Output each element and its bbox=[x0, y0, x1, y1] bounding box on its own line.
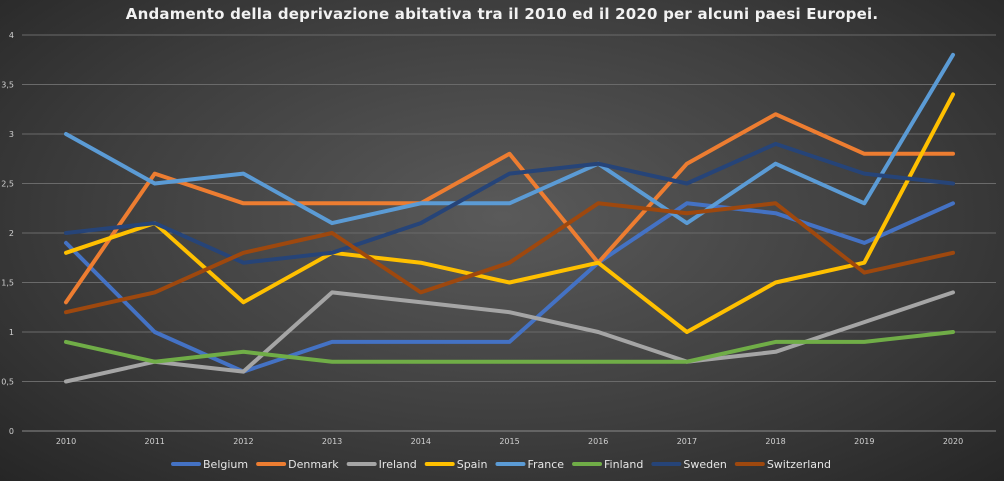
y-tick-label: 1,5 bbox=[1, 279, 14, 288]
legend-label-ireland: Ireland bbox=[379, 458, 417, 471]
series-line-sweden bbox=[64, 141, 955, 265]
y-tick-label: 0 bbox=[9, 427, 14, 436]
series-line-ireland bbox=[64, 290, 955, 384]
series-line-denmark bbox=[64, 112, 955, 305]
x-tick-label: 2016 bbox=[588, 437, 608, 446]
y-tick-label: 4 bbox=[9, 31, 14, 40]
y-tick-label: 3,5 bbox=[1, 81, 14, 90]
legend-label-switzerland: Switzerland bbox=[767, 458, 831, 471]
y-tick-label: 1 bbox=[9, 328, 14, 337]
x-tick-label: 2010 bbox=[56, 437, 76, 446]
x-tick-label: 2018 bbox=[765, 437, 785, 446]
x-tick-label: 2012 bbox=[233, 437, 253, 446]
x-tick-label: 2017 bbox=[677, 437, 697, 446]
series-line-france bbox=[64, 52, 955, 226]
series-line-belgium bbox=[64, 201, 955, 374]
legend-label-finland: Finland bbox=[604, 458, 643, 471]
legend-label-france: France bbox=[527, 458, 564, 471]
y-tick-label: 2,5 bbox=[1, 180, 14, 189]
legend-label-denmark: Denmark bbox=[288, 458, 339, 471]
legend-label-sweden: Sweden bbox=[683, 458, 726, 471]
x-tick-label: 2020 bbox=[943, 437, 963, 446]
x-tick-label: 2013 bbox=[322, 437, 342, 446]
chart-title: Andamento della deprivazione abitativa t… bbox=[125, 5, 879, 23]
series-line-finland bbox=[64, 330, 955, 364]
x-tick-label: 2019 bbox=[854, 437, 874, 446]
series-line-spain bbox=[64, 92, 955, 334]
y-tick-label: 3 bbox=[9, 130, 14, 139]
legend-label-belgium: Belgium bbox=[203, 458, 248, 471]
series-line-switzerland bbox=[64, 201, 955, 315]
legend-label-spain: Spain bbox=[457, 458, 488, 471]
x-tick-label: 2015 bbox=[499, 437, 519, 446]
y-tick-label: 0,5 bbox=[1, 378, 14, 387]
x-tick-label: 2011 bbox=[145, 437, 165, 446]
y-tick-label: 2 bbox=[9, 229, 14, 238]
x-tick-label: 2014 bbox=[411, 437, 431, 446]
